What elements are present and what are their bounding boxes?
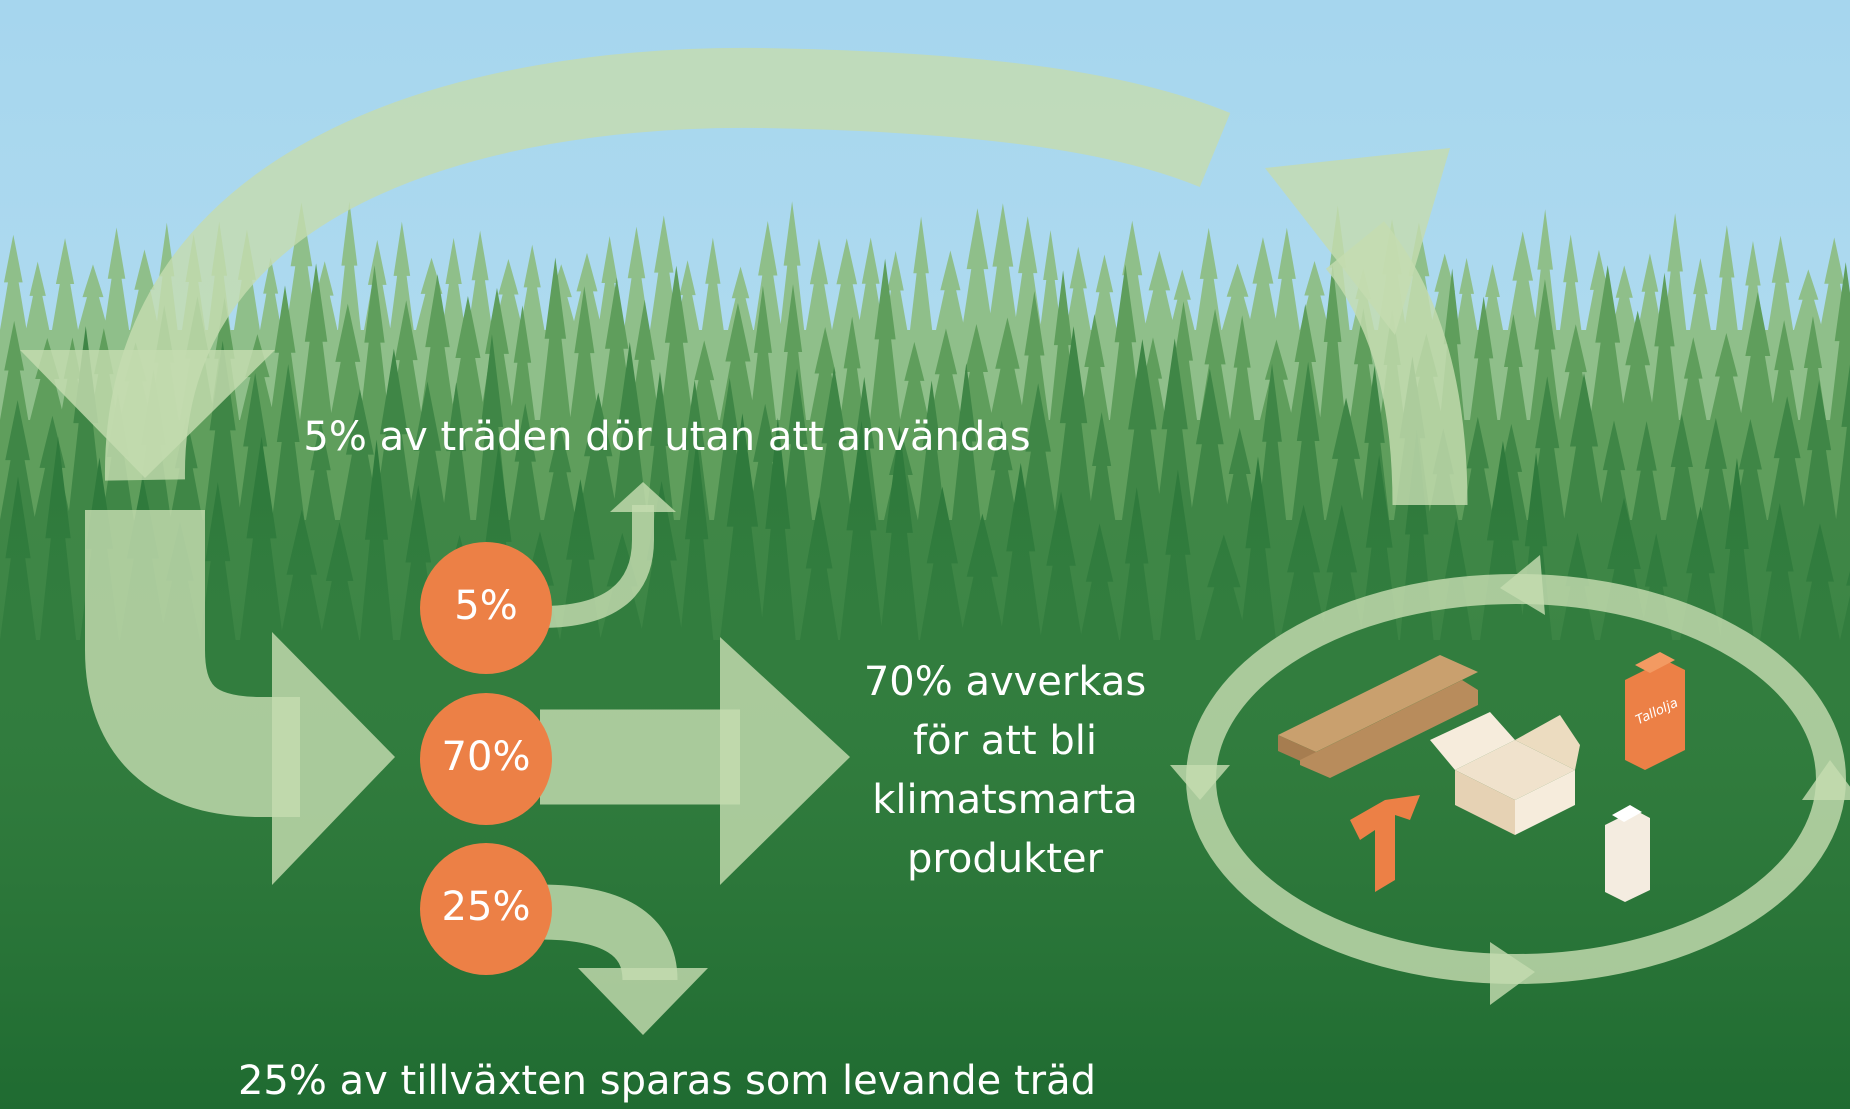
caption-harvested: klimatsmarta [872,777,1138,823]
caption-harvested: produkter [907,836,1104,882]
badge-label: 25% [442,884,531,930]
caption-saved: 25% av tillväxten sparas som levande trä… [238,1058,1096,1104]
badges: 5% 70% 25% [420,542,552,975]
badge-label: 70% [442,734,531,780]
page: 5% av träden dör utan att användas 70% a… [0,0,1850,1109]
caption-harvested: för att bli [913,718,1097,764]
badge-label: 5% [454,583,517,629]
infographic: 5% av träden dör utan att användas 70% a… [0,0,1850,1109]
caption-dead: 5% av träden dör utan att användas [303,414,1030,460]
caption-harvested: 70% avverkas [864,659,1146,705]
milk-carton [1605,810,1650,902]
